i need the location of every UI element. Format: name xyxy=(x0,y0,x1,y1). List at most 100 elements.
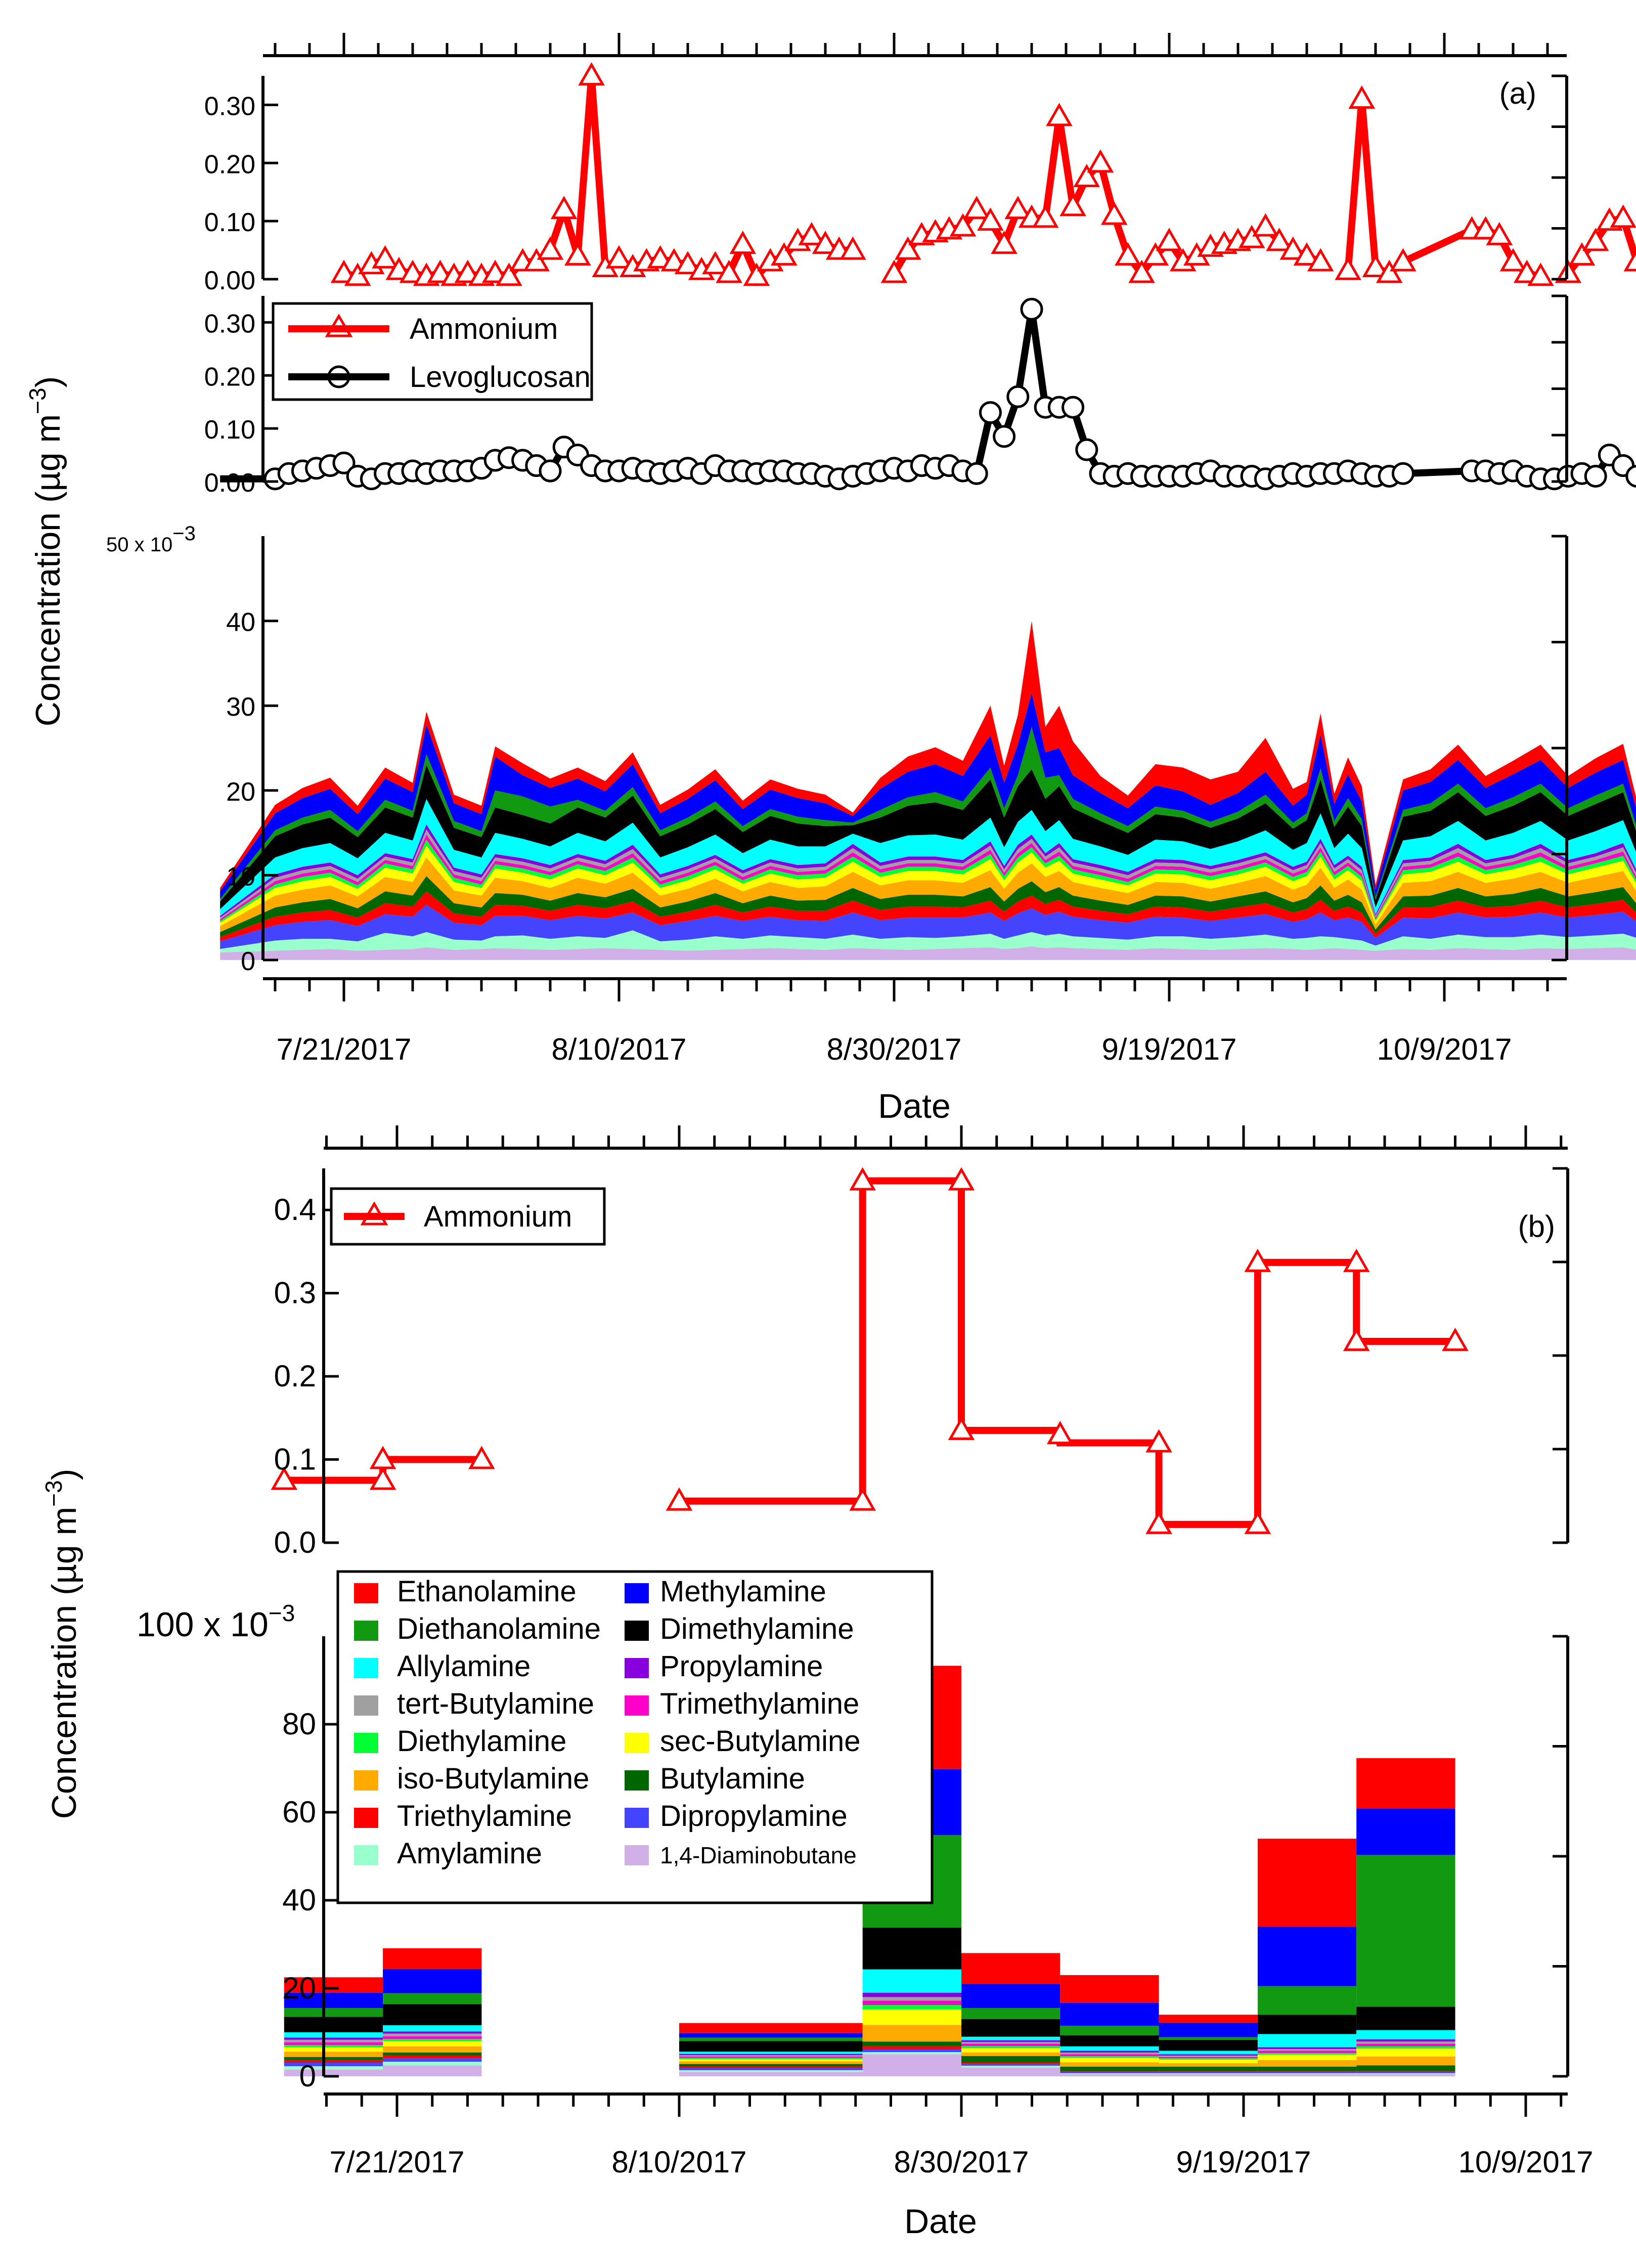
ammonium-point xyxy=(716,259,742,283)
bar-segment-propylamine xyxy=(961,2040,1060,2042)
bar-segment-1-4-diaminobutane xyxy=(679,2072,863,2076)
legend-label-triethylamine: Triethylamine xyxy=(397,1800,572,1833)
ammonium-step-point xyxy=(849,1167,876,1191)
bar-segment-ethanolamine xyxy=(383,1948,482,1969)
bar-segment-sec-butylamine xyxy=(1060,2058,1159,2063)
ammonium-line-segment xyxy=(343,72,853,280)
bar-segment-amylamine xyxy=(961,2066,1060,2068)
ammonium-point xyxy=(578,62,605,85)
bar-segment-methylamine xyxy=(284,1992,383,2009)
a2-plot: 0.00 0.10 0.20 0.30 Ammonium Levoglucosan xyxy=(204,297,1636,498)
legend-label-dimethylamine: Dimethylamine xyxy=(660,1612,854,1645)
b1-legend: Ammonium xyxy=(330,1187,606,1246)
ammonium-point xyxy=(1087,149,1114,173)
ammonium-point xyxy=(550,196,578,220)
bar-segment-triethylamine xyxy=(862,2045,961,2049)
legend-swatch-ethanolamine xyxy=(354,1583,378,1603)
bar-segment-diethylamine xyxy=(1060,2056,1159,2058)
y-tick-label: 0.10 xyxy=(204,208,255,237)
bar-segment-allylamine xyxy=(1060,2046,1159,2051)
bar-segment-sec-butylamine xyxy=(1356,2048,1455,2057)
ammonium-point xyxy=(537,236,564,260)
levoglucosan-point xyxy=(1391,462,1414,485)
bar-segment-tert-butylamine xyxy=(1159,2056,1258,2057)
panel-b-date-ticks: 7/21/2017 8/10/2017 8/30/2017 9/19/2017 10/9… xyxy=(330,2145,1594,2179)
bar-segment-diethanolamine xyxy=(1257,1986,1357,2015)
y-tick-label: 80 xyxy=(282,1707,316,1741)
ammonium-point xyxy=(481,259,509,283)
panel-a: 0.00 0.10 0.20 0.30 (a) 0.00 0.10 0.20 0.30 Am… xyxy=(24,33,1636,1125)
ammonium-point xyxy=(798,222,825,245)
bar-segment-dipropylamine xyxy=(383,2058,482,2062)
bar-segment-triethylamine xyxy=(1356,2071,1455,2072)
bar-segment-propylamine xyxy=(284,2037,383,2040)
bar-segment-sec-butylamine xyxy=(961,2048,1060,2053)
ammonium-step-point xyxy=(1145,1429,1172,1453)
ammonium-step-point xyxy=(271,1466,298,1490)
ammonium-point xyxy=(399,259,426,283)
bar-segment-iso-butylamine xyxy=(679,2061,863,2064)
bar-segment-triethylamine xyxy=(1257,2071,1357,2072)
date-tick-label: 10/9/2017 xyxy=(1458,2145,1594,2179)
bar-segment-iso-butylamine xyxy=(1060,2062,1159,2067)
bar-segment-dimethylamine xyxy=(961,2019,1060,2037)
y-tick-label: 0.20 xyxy=(204,362,255,391)
bar-segment-dimethylamine xyxy=(1356,2007,1455,2030)
panel-a-label: (a) xyxy=(1499,76,1536,110)
levoglucosan-point xyxy=(1625,465,1636,488)
bar-segment-trimethylamine xyxy=(284,2042,383,2045)
legend-swatch-triethylamine xyxy=(354,1808,378,1828)
ammonium-point xyxy=(1156,228,1183,251)
a3-stacked-areas xyxy=(220,621,1636,960)
b2-y-ticks: 0 20 40 60 80 xyxy=(282,1707,339,2093)
bar-segment-diethanolamine xyxy=(284,2008,383,2017)
a2-levoglucosan-series xyxy=(220,297,1636,491)
legend-label-diethylamine: Diethylamine xyxy=(397,1725,566,1758)
bar-segment-dipropylamine xyxy=(862,2049,961,2053)
ammonium-line-segment xyxy=(891,113,1322,277)
ammonium-point xyxy=(812,231,839,254)
bar-segment-ethanolamine xyxy=(1356,1758,1455,1809)
date-tick-label: 10/9/2017 xyxy=(1377,1032,1512,1066)
bar-segment-allylamine xyxy=(383,2025,482,2032)
ammonium-point xyxy=(660,248,688,272)
ammonium-step-line xyxy=(679,1177,1455,1528)
bar-segment-dipropylamine xyxy=(1060,2072,1159,2073)
bar-segment-triethylamine xyxy=(679,2066,863,2068)
bar-segment-allylamine xyxy=(961,2036,1060,2040)
area-amylamine xyxy=(220,930,1636,952)
levoglucosan-point xyxy=(1006,385,1030,408)
bar-segment-methylamine xyxy=(383,1969,482,1993)
levoglucosan-point xyxy=(539,459,562,483)
y-tick-label: 0.2 xyxy=(274,1359,316,1393)
bar-segment-iso-butylamine xyxy=(1159,2063,1258,2067)
y-tick-label: 0.10 xyxy=(204,415,255,445)
area-butylamine xyxy=(220,876,1636,937)
legend-swatch-sec-butylamine xyxy=(625,1733,649,1753)
bar-segment-butylamine xyxy=(1060,2066,1159,2071)
levoglucosan-point xyxy=(1020,297,1043,321)
bar-segment-methylamine xyxy=(1159,2022,1258,2037)
ammonium-point xyxy=(1142,242,1169,266)
ammonium-point xyxy=(1128,259,1155,283)
ammonium-point xyxy=(991,231,1018,254)
ammonium-point xyxy=(1004,196,1032,220)
ammonium-point xyxy=(344,263,371,286)
bar-segment-dimethylamine xyxy=(284,2017,383,2032)
ammonium-point xyxy=(949,213,977,237)
levoglucosan-point xyxy=(332,451,356,474)
bar-segment-tert-butylamine xyxy=(1356,2041,1455,2044)
ammonium-step-point xyxy=(849,1487,876,1511)
bar-segment-diethylamine xyxy=(284,2045,383,2047)
bar-segment-dimethylamine xyxy=(1060,2035,1159,2046)
bar-segment-allylamine xyxy=(862,1969,961,1993)
panel-b: 0.0 0.1 0.2 0.3 0.4 (b) Ammonium 0 20 40 60 80 1… xyxy=(40,1125,1593,2241)
area-1-4-diaminobutane xyxy=(220,946,1636,960)
date-tick-label: 8/30/2017 xyxy=(827,1032,962,1066)
bar-segment-ethanolamine xyxy=(284,1977,383,1993)
ammonium-point xyxy=(894,236,921,260)
legend-swatch-allylamine xyxy=(354,1658,378,1678)
ammonium-step-point xyxy=(948,1167,975,1191)
bar-segment-diethanolamine xyxy=(679,2037,863,2041)
